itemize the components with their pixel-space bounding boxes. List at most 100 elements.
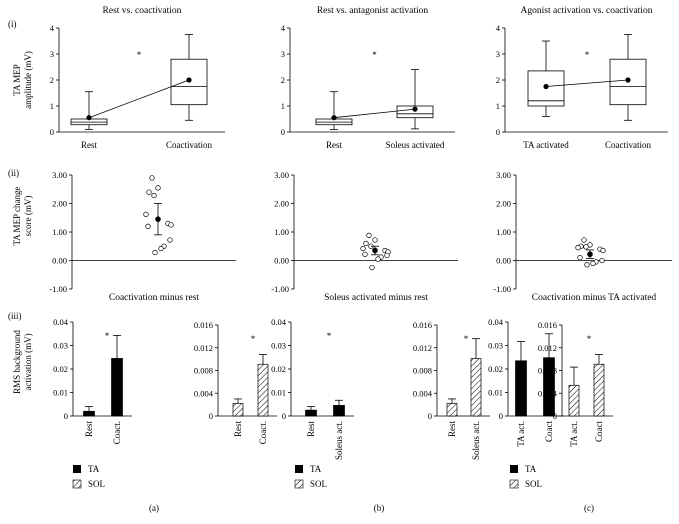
bar-chart-2: 0 0.01 0.02 0.03 0.04 Rest Soleus act. *: [271, 317, 354, 460]
data-point: [360, 245, 366, 252]
mean-point: [186, 77, 192, 83]
y-tick-label: 0.01: [271, 388, 286, 398]
mean-point: [543, 83, 549, 90]
category-label: TA act.: [516, 421, 526, 447]
scatter-chart-2: Coactivation minus TA activated -1.00 0.00…: [493, 170, 672, 303]
data-point: [152, 249, 158, 256]
y-tick-label: 2.00: [52, 199, 67, 209]
legend-sol-label: SOL: [88, 479, 105, 489]
data-point: [583, 244, 589, 250]
y-tick-label: 0.004: [413, 388, 433, 398]
scatter-chart-1: Soleus activated minus rest -1.00 0.00 1.00…: [271, 170, 458, 303]
y-tick-label: 0.03: [53, 341, 68, 351]
bar: [83, 410, 95, 417]
data-point: [384, 252, 390, 259]
data-point: [599, 257, 605, 264]
data-point: [143, 211, 149, 217]
category-label: TA activated: [523, 140, 569, 150]
bar-chart-5: 0 0.004 0.008 0.012 0.016 TA act. Coact *: [538, 320, 613, 447]
data-point: [146, 189, 152, 195]
y-tick-label: 0.01: [53, 388, 68, 398]
y-tick-label: 0.016: [413, 320, 432, 330]
bar-chart-0: 0 0.01 0.02 0.03 0.04 Rest Coact. *: [53, 317, 132, 444]
data-point: [575, 245, 581, 251]
data-point: [149, 175, 155, 181]
data-point: [158, 245, 164, 252]
y-tick-label: 0: [428, 411, 432, 421]
legend-ta-label: TA: [88, 464, 100, 474]
category-label: Coact.: [112, 421, 122, 444]
mean-connector: [333, 108, 416, 119]
chart-title: Agonist activation vs. coactivation: [521, 6, 653, 16]
mean-point: [587, 251, 593, 258]
significance-marker: *: [464, 334, 469, 344]
mean-point: [331, 115, 337, 121]
mean-point: [372, 247, 378, 254]
y-tick-label: 0: [496, 127, 500, 137]
y-tick-label: 0.012: [194, 343, 213, 353]
y-tick-label: 0.04: [53, 317, 69, 327]
ylabel-box-line1: TA MEP: [12, 64, 22, 96]
mean-point: [412, 106, 418, 112]
y-tick-label: 3: [50, 49, 54, 59]
chart-title: Soleus activated minus rest: [324, 293, 428, 303]
mean-point: [625, 77, 631, 83]
data-point: [584, 262, 590, 268]
category-label: Coactivation: [605, 140, 651, 150]
y-tick-label: 1.00: [274, 227, 289, 237]
data-point: [151, 192, 157, 199]
y-tick-label: 3.00: [274, 170, 289, 180]
data-point: [168, 222, 174, 228]
box-chart-2: Agonist activation vs. coactivation 0 1 2 3 4…: [496, 6, 668, 150]
y-tick-label: 0.00: [52, 256, 67, 266]
y-tick-label: 2: [496, 75, 500, 85]
y-tick-label: 0: [50, 127, 54, 137]
y-tick-label: 0.02: [488, 364, 503, 374]
data-point: [600, 247, 606, 254]
category-label: Coact: [594, 421, 604, 442]
y-tick-label: 0.02: [53, 364, 68, 374]
data-point: [375, 256, 381, 262]
y-tick-label: 0.004: [538, 388, 558, 398]
bar: [305, 409, 317, 417]
legend-ta-label: TA: [310, 464, 322, 474]
data-point: [369, 264, 375, 271]
chart-title: Coactivation minus TA activated: [532, 293, 657, 303]
significance-marker: *: [105, 331, 110, 341]
y-tick-label: 3: [496, 49, 500, 59]
mean-connector: [545, 79, 629, 87]
category-label: Rest: [326, 140, 343, 150]
y-tick-label: 0.01: [488, 388, 503, 398]
y-tick-label: 1.00: [52, 227, 67, 237]
y-tick-label: 0.016: [194, 320, 213, 330]
y-tick-label: -1.00: [49, 284, 67, 294]
y-tick-label: 4: [281, 23, 286, 33]
legend-sol-swatch: [294, 479, 304, 489]
box: [170, 58, 208, 106]
category-label: Rest: [447, 421, 457, 438]
y-tick-label: 0.02: [271, 364, 286, 374]
y-tick-label: 1: [281, 101, 285, 111]
category-label: Rest: [81, 140, 98, 150]
y-tick-label: 0: [209, 411, 213, 421]
category-label: Soleus activated: [386, 140, 445, 150]
category-label: Rest: [84, 421, 94, 438]
category-label: Soleus act.: [471, 421, 481, 460]
y-tick-label: 0.00: [496, 256, 511, 266]
bar: [568, 384, 580, 417]
data-point: [590, 260, 596, 267]
y-tick-label: 0.016: [538, 320, 557, 330]
legend-ta-label: TA: [525, 464, 537, 474]
data-point: [167, 237, 173, 243]
y-tick-label: 0: [282, 411, 286, 421]
row-label-i: (i): [8, 19, 17, 29]
bar: [470, 358, 482, 417]
box-chart-0: Rest vs. coactivation 0 1 2 3 4 Rest Coactivati…: [50, 6, 225, 150]
y-tick-label: 0.008: [194, 366, 213, 376]
data-point: [366, 232, 372, 239]
y-tick-label: 4: [50, 23, 55, 33]
y-tick-label: 0.008: [538, 366, 557, 376]
y-tick-label: 0.004: [194, 388, 214, 398]
y-tick-label: -1.00: [271, 284, 289, 294]
y-tick-label: 1: [50, 101, 54, 111]
